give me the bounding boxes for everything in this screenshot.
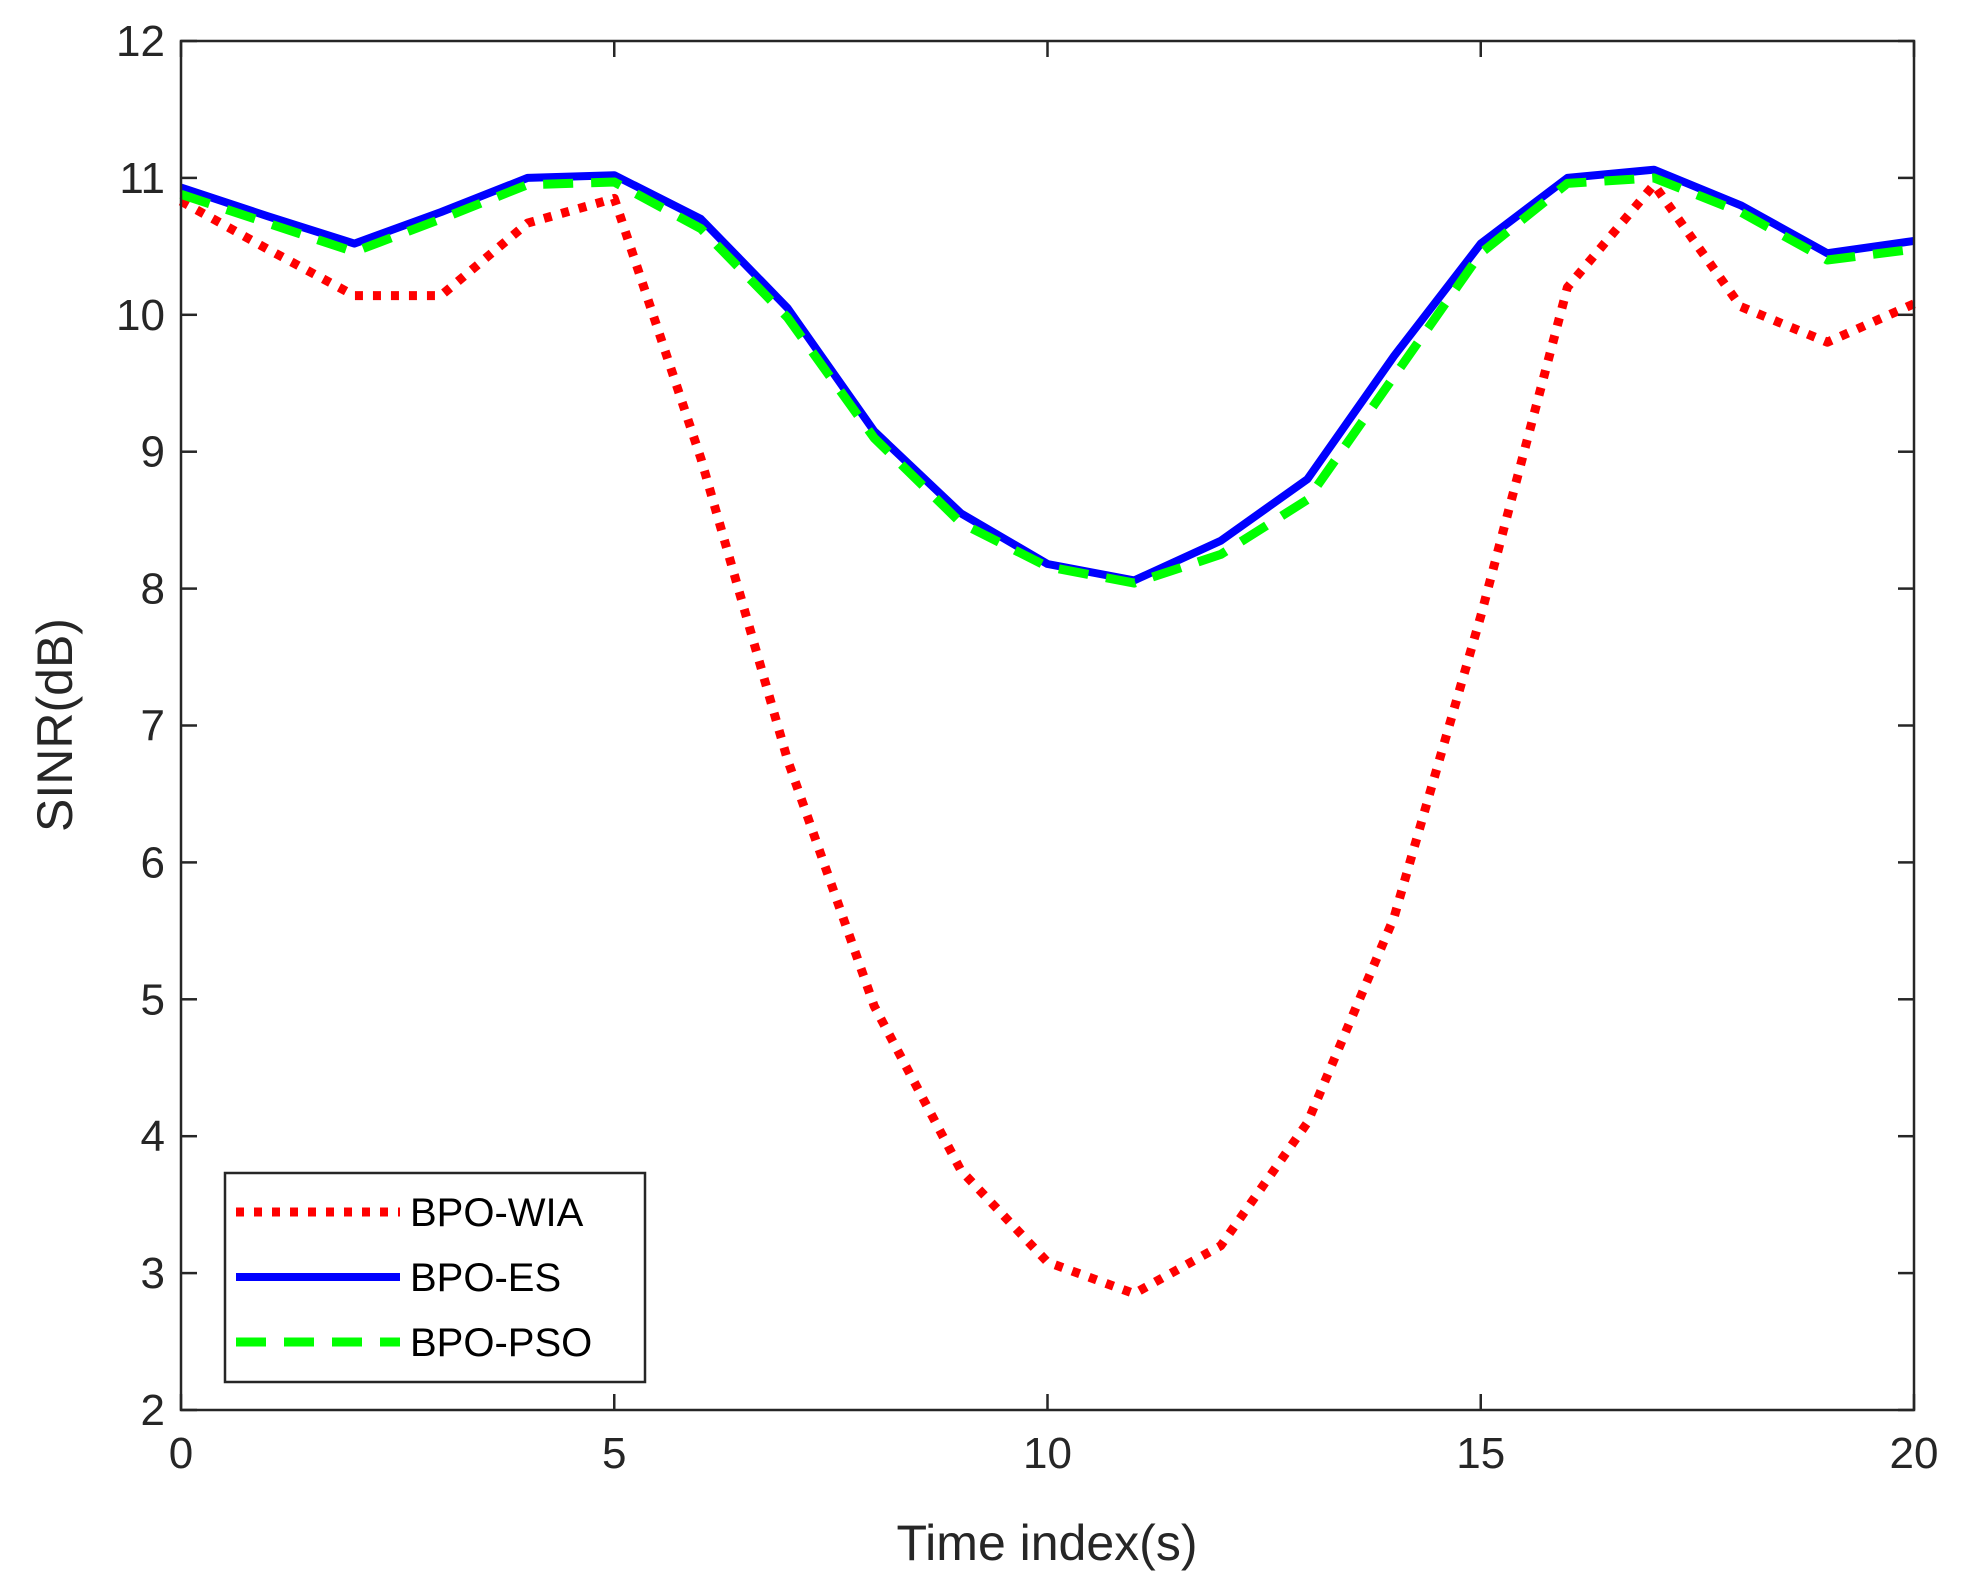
y-tick-label: 11 — [119, 154, 165, 203]
y-tick-label: 9 — [141, 428, 165, 477]
legend-label-bpo-wia: BPO-WIA — [410, 1191, 584, 1235]
y-tick-label: 6 — [141, 838, 165, 887]
y-tick-label: 2 — [141, 1386, 165, 1435]
series-line-bpo-wia — [178, 180, 1916, 1299]
y-tick-label: 12 — [116, 17, 165, 66]
x-tick-label: 20 — [1890, 1429, 1939, 1478]
y-tick-label: 10 — [116, 291, 165, 340]
legend: BPO-WIA BPO-ES BPO-PSO — [223, 1171, 647, 1384]
y-tick-label: 8 — [141, 565, 165, 614]
y-tick-label: 3 — [141, 1249, 165, 1298]
series-layer — [178, 165, 1916, 1299]
x-axis-ticks: 0 5 10 15 20 — [169, 41, 1939, 1478]
x-tick-label: 15 — [1456, 1429, 1505, 1478]
x-tick-label: 0 — [169, 1429, 193, 1478]
y-tick-label: 7 — [141, 702, 165, 751]
y-tick-label: 5 — [141, 975, 165, 1024]
y-axis-label: SINR(dB) — [27, 618, 83, 832]
x-tick-label: 5 — [602, 1429, 626, 1478]
y-axis-ticks: 2 3 4 5 6 7 8 9 10 11 12 — [116, 17, 1914, 1435]
legend-label-bpo-pso: BPO-PSO — [410, 1321, 592, 1365]
legend-label-bpo-es: BPO-ES — [410, 1256, 561, 1300]
series-line-bpo-pso — [179, 173, 1915, 588]
y-tick-label: 4 — [141, 1112, 165, 1161]
x-tick-label: 10 — [1023, 1429, 1072, 1478]
x-axis-label: Time index(s) — [897, 1515, 1198, 1571]
series-line-bpo-es — [179, 165, 1915, 585]
